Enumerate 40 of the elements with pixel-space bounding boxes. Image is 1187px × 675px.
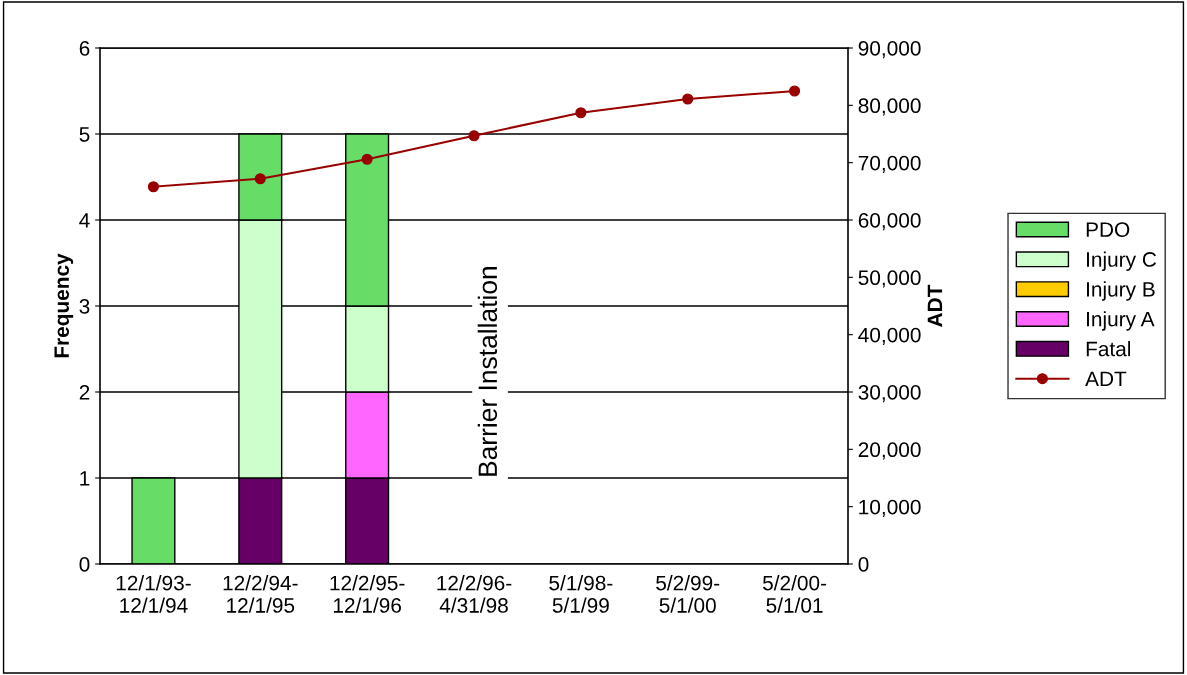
y-tick-label: 0 — [79, 557, 90, 572]
y-tick-label: 6 — [79, 41, 90, 56]
annotation: Barrier Installation — [477, 267, 498, 476]
y2-tick-label: 70,000 — [858, 155, 921, 173]
y2-tick-label: 40,000 — [858, 327, 921, 345]
y2-axis-title: ADT — [927, 284, 943, 327]
y2-tick-label: 30,000 — [858, 385, 921, 403]
x-tick-label: 5/2/99- 5/1/00 — [656, 575, 720, 613]
legend-label: Injury C — [1087, 251, 1157, 271]
legend-label: Fatal — [1086, 341, 1131, 357]
point — [575, 107, 587, 119]
point — [147, 181, 159, 193]
point — [361, 153, 373, 165]
y2-tick-label: 60,000 — [858, 213, 921, 231]
y-axis-title: Frequency — [54, 253, 74, 358]
legend-label: PDO — [1086, 222, 1130, 237]
y-tick-label: 4 — [79, 213, 90, 228]
x-tick-label: 12/2/96- 4/31/98 — [437, 575, 512, 613]
point — [789, 85, 801, 97]
y2-tick-label: 50,000 — [858, 270, 921, 288]
y2-tick-label: 10,000 — [859, 499, 921, 517]
y-tick-label: 5 — [79, 127, 90, 142]
point — [682, 93, 694, 105]
x-tick-label: 12/1/93- 12/1/94 — [116, 575, 191, 613]
point — [254, 173, 266, 185]
y-tick-label: 2 — [79, 385, 90, 400]
x-tick-label: 12/2/94- 12/1/95 — [223, 575, 298, 613]
y-tick-label: 3 — [79, 299, 90, 314]
x-tick-label: 12/2/95- 12/1/96 — [330, 575, 405, 613]
y-tick-label: 1 — [80, 471, 90, 486]
y2-tick-label: 90,000 — [858, 41, 921, 59]
legend-label: ADT — [1085, 371, 1127, 386]
y2-tick-label: 0 — [858, 557, 869, 572]
x-tick-label: 5/2/00- 5/1/01 — [762, 575, 827, 613]
y2-tick-label: 80,000 — [858, 98, 921, 116]
legend-label: Injury A — [1087, 311, 1155, 331]
x-tick-label: 5/1/98- 5/1/99 — [549, 575, 613, 613]
legend-label: Injury B — [1087, 281, 1155, 301]
point — [468, 130, 480, 142]
y2-tick-label: 20,000 — [858, 442, 921, 460]
